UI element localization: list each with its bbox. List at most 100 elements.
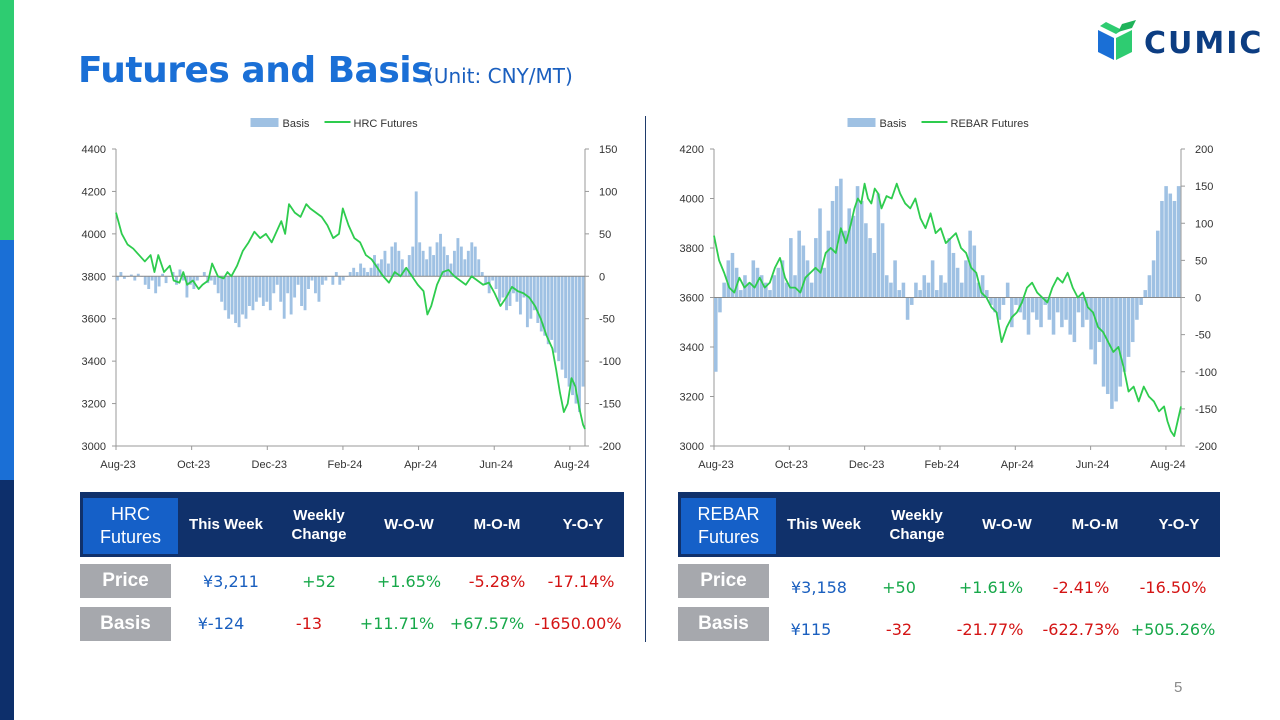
basis-bar [324, 276, 328, 281]
hrc-basis-weekly-change: -13 [295, 614, 323, 633]
basis-bar [1176, 186, 1181, 298]
basis-bar [355, 272, 359, 277]
basis-bar [993, 297, 997, 313]
basis-bar [352, 267, 356, 277]
x-tick-label: Aug-23 [698, 459, 733, 471]
basis-bar [809, 282, 814, 298]
basis-bar [473, 246, 477, 277]
basis-bar [1055, 297, 1060, 313]
basis-bar [498, 276, 502, 302]
basis-bar [241, 276, 244, 315]
basis-bar [248, 276, 251, 306]
basis-bar [466, 250, 470, 277]
basis-bar [1068, 297, 1072, 335]
hrc-basis-label: Basis [80, 607, 171, 641]
basis-bar [477, 259, 481, 277]
basis-bar [934, 290, 939, 298]
basis-bar [1030, 297, 1035, 313]
rebar-price-this-week: ¥3,158 [791, 578, 847, 597]
unit-label: (Unit: CNY/MT) [426, 64, 573, 88]
basis-bar [463, 259, 467, 277]
hrc-table-header: HRC Futures This Week Weekly Change W-O-W… [80, 492, 624, 557]
y-right-tick-label: 150 [1195, 181, 1213, 193]
basis-bar [859, 200, 864, 298]
basis-bar [494, 276, 498, 290]
hrc-price-label: Price [80, 564, 171, 598]
basis-bar [449, 263, 453, 277]
hrc-header-wow: W-O-W [384, 516, 434, 533]
basis-bar [1130, 297, 1135, 343]
basis-bar [237, 276, 241, 328]
y-left-tick-label: 3400 [680, 342, 704, 354]
x-tick-label: Apr-24 [404, 459, 437, 471]
basis-bar [154, 276, 158, 294]
x-tick-label: Jun-24 [1076, 459, 1110, 471]
basis-bar [1089, 297, 1093, 350]
basis-bar [768, 290, 772, 298]
legend-basis-label: Basis [880, 118, 907, 130]
basis-bar [529, 276, 533, 319]
rebar-basis-mom: -622.73% [1042, 620, 1120, 639]
y-right-tick-label: 50 [599, 229, 611, 241]
y-right-tick-label: -50 [599, 314, 615, 326]
rebar-basis-this-week: ¥115 [790, 620, 832, 639]
basis-bar [939, 275, 943, 298]
basis-bar [989, 297, 993, 305]
basis-bar [209, 276, 213, 281]
basis-bar [1047, 297, 1052, 320]
rebar-basis-yoy: +505.26% [1130, 620, 1216, 639]
rebar-price-weekly-change: +50 [882, 578, 916, 597]
basis-bar [220, 276, 224, 302]
page-title: Futures and Basis [78, 50, 433, 91]
basis-bar [227, 276, 231, 319]
y-right-tick-label: 0 [599, 271, 605, 283]
y-left-tick-label: 3800 [82, 271, 106, 283]
basis-bar [780, 260, 785, 298]
basis-bar [164, 276, 168, 284]
basis-bar [718, 297, 722, 313]
basis-bar [178, 269, 182, 277]
basis-bar [868, 238, 872, 298]
basis-bar [1035, 297, 1039, 320]
basis-bar [1039, 297, 1043, 328]
basis-bar [268, 276, 272, 311]
basis-bar [452, 250, 456, 277]
basis-bar [470, 242, 474, 277]
basis-bar [872, 252, 877, 298]
basis-bar [518, 276, 522, 315]
basis-bar [161, 273, 165, 277]
basis-bar [317, 276, 321, 302]
y-left-tick-label: 4000 [680, 194, 704, 206]
basis-bar [722, 282, 726, 298]
hrc-basis-wow: +11.71% [359, 614, 435, 633]
basis-bar [1135, 297, 1139, 320]
basis-bar [926, 282, 931, 298]
y-left-tick-label: 3600 [82, 314, 106, 326]
basis-bar [1026, 297, 1031, 335]
basis-bar [851, 215, 856, 298]
rebar-header-wow: W-O-W [982, 516, 1032, 533]
basis-bar [578, 276, 581, 413]
basis-bar [976, 282, 981, 298]
basis-bar [734, 267, 739, 298]
basis-bar [515, 276, 519, 302]
basis-bar [909, 297, 914, 305]
basis-bar [393, 242, 397, 277]
basis-bar [918, 290, 922, 298]
basis-bar [880, 223, 885, 298]
basis-bar [834, 186, 839, 298]
basis-bar [818, 208, 822, 298]
basis-bar [386, 263, 390, 277]
basis-bar [539, 276, 543, 332]
basis-bar [1051, 297, 1056, 335]
basis-bar [1080, 297, 1085, 328]
basis-bar [532, 276, 536, 311]
basis-bar [805, 260, 810, 298]
y-left-tick-label: 4400 [82, 144, 106, 156]
basis-bar [525, 276, 529, 328]
basis-bar [1085, 297, 1089, 320]
hrc-title-line2: Futures [99, 527, 162, 547]
basis-bar [425, 259, 429, 277]
basis-bar [1143, 290, 1148, 298]
rebar-table-title: REBAR Futures [681, 498, 776, 554]
